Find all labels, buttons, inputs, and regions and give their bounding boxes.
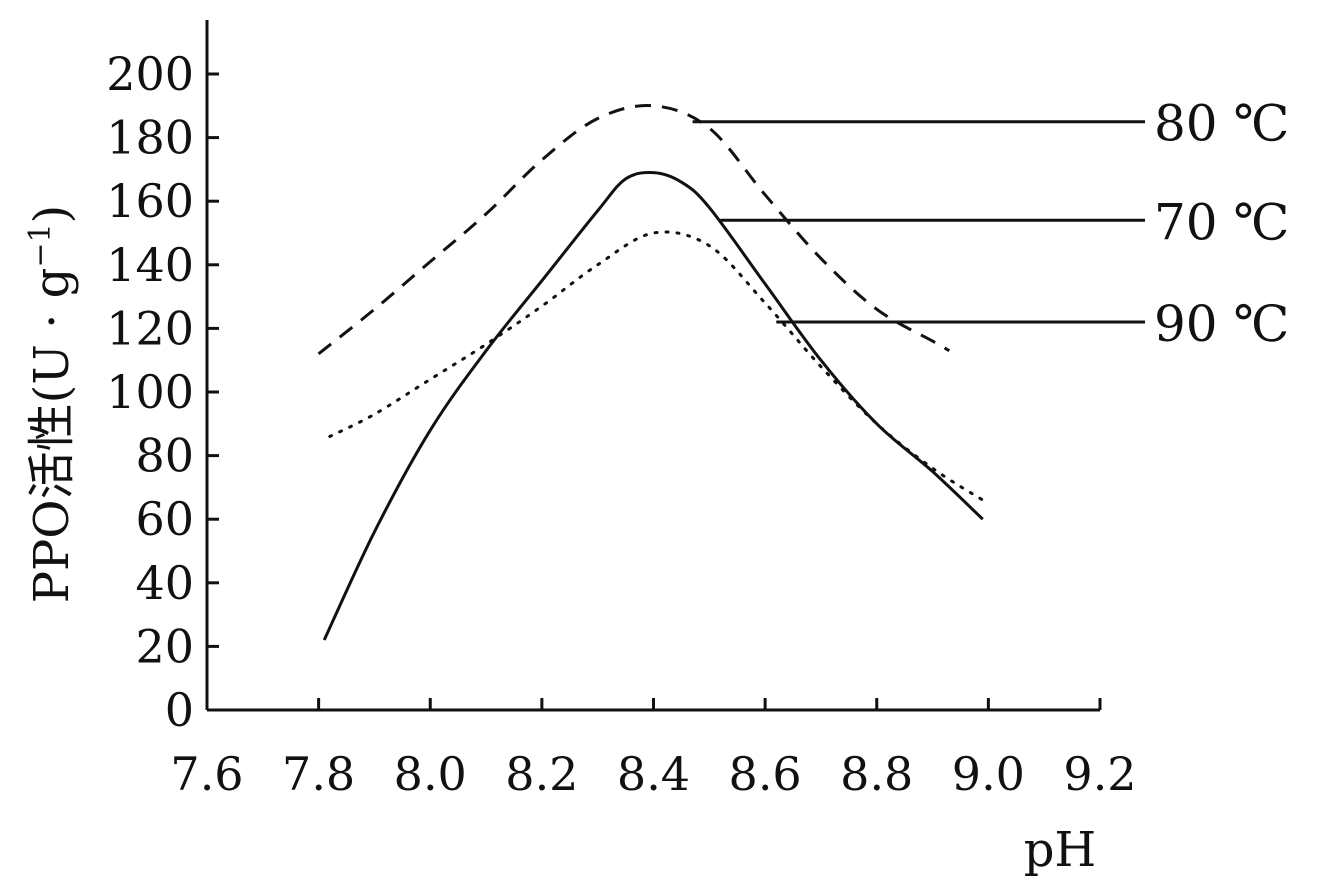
y-tick-label: 120 — [106, 301, 194, 355]
y-tick-label: 60 — [135, 492, 194, 546]
y-axis-title-main: PPO活性(U · g — [24, 268, 80, 604]
y-tick-label: 80 — [135, 429, 194, 483]
x-axis-title: pH — [1024, 822, 1097, 878]
y-tick-label: 160 — [106, 174, 194, 228]
x-tick-label: 8.0 — [394, 747, 467, 801]
y-tick-label: 100 — [106, 365, 194, 419]
series-label: 90 ℃ — [1154, 295, 1289, 353]
series-label: 80 ℃ — [1154, 95, 1289, 153]
y-axis-title-close: ) — [24, 205, 80, 224]
series-labels: 80 ℃ 70 ℃ 90 ℃ — [1154, 95, 1289, 353]
y-tick-label: 40 — [135, 556, 194, 610]
y-tick-label: 140 — [106, 238, 194, 292]
x-tick-label: 8.4 — [617, 747, 690, 801]
y-tick-label: 200 — [106, 47, 194, 101]
y-tick-label: 0 — [165, 683, 194, 737]
x-tick-label: 8.2 — [505, 747, 578, 801]
series-label: 70 ℃ — [1154, 193, 1289, 251]
x-tick-label: 7.8 — [282, 747, 355, 801]
y-axis-title-sup: −1 — [23, 223, 58, 267]
x-tick-label: 9.2 — [1063, 747, 1136, 801]
x-tick-label: 7.6 — [170, 747, 243, 801]
y-ticks: 0 20 40 60 80 100 120 140 160 180 200 — [106, 47, 219, 737]
x-tick-label: 8.6 — [729, 747, 802, 801]
x-ticks: 7.6 7.8 8.0 8.2 8.4 8.6 8.8 9.0 9.2 — [170, 698, 1137, 801]
series-lines — [317, 104, 985, 641]
y-tick-label: 180 — [106, 111, 194, 165]
series-leader-lines — [692, 120, 1145, 324]
y-axis-title: PPO活性(U · g−1) — [23, 205, 80, 604]
series-line-2 — [328, 230, 985, 502]
x-tick-label: 8.8 — [840, 747, 913, 801]
series-line-1 — [322, 170, 984, 641]
series-line-0 — [317, 104, 951, 355]
x-tick-label: 9.0 — [952, 747, 1025, 801]
y-tick-label: 20 — [135, 619, 194, 673]
